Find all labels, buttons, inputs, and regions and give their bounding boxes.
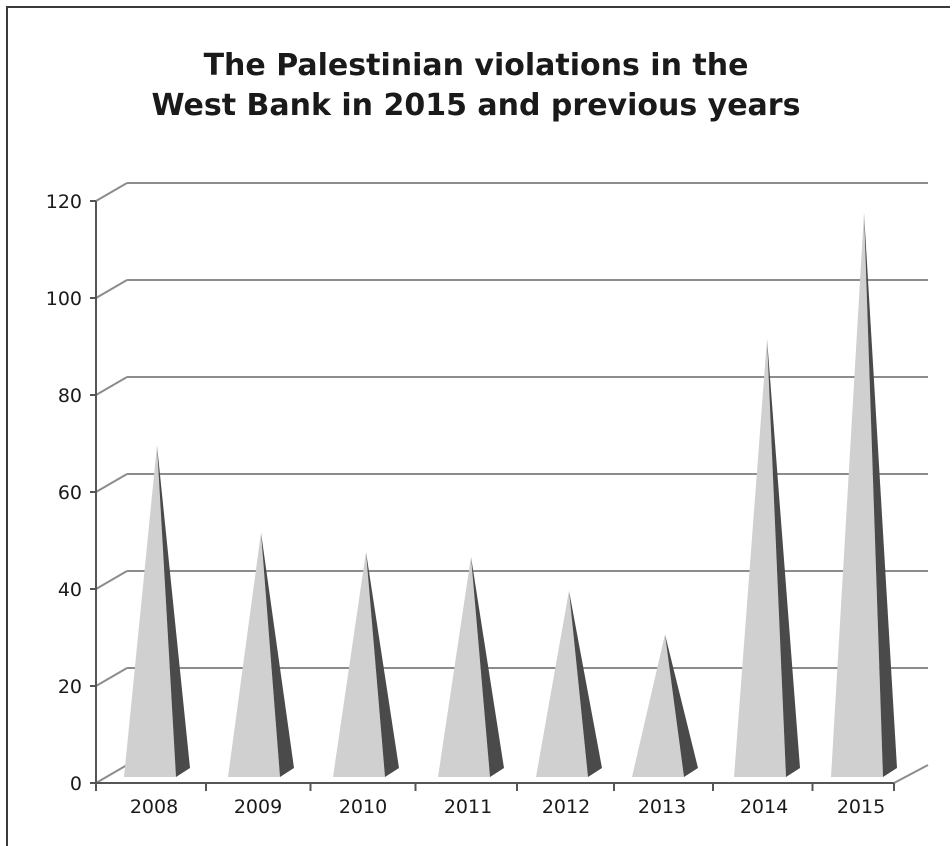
- bar-layer: [124, 212, 897, 777]
- bar-front-face: [831, 212, 883, 777]
- bar-side-face: [471, 556, 504, 777]
- y-tick-label: 120: [46, 191, 82, 213]
- bar-2011: [438, 556, 504, 777]
- bar-front-face: [536, 590, 588, 777]
- y-tick-label: 20: [58, 676, 82, 698]
- bar-2014: [734, 338, 800, 777]
- bar-2010: [333, 551, 399, 777]
- bar-front-face: [228, 532, 280, 777]
- bar-front-face: [632, 634, 684, 777]
- y-tick-label: 100: [46, 288, 82, 310]
- axis-layer: [90, 200, 929, 791]
- bar-front-face: [734, 338, 786, 777]
- bar-2008: [124, 445, 190, 777]
- bar-front-face: [124, 445, 176, 777]
- bar-side-face: [366, 551, 399, 777]
- bar-side-face: [665, 634, 698, 777]
- grid-connector: [95, 667, 128, 687]
- x-tick-label: 2013: [638, 796, 686, 818]
- chart-title: The Palestinian violations in the West B…: [0, 46, 952, 126]
- y-tick-label: 80: [58, 385, 82, 407]
- grid-connector: [95, 473, 128, 493]
- x-tick-label: 2015: [837, 796, 885, 818]
- bar-2015: [831, 212, 897, 777]
- bar-side-face: [157, 445, 190, 777]
- x-tick-label: 2012: [542, 796, 590, 818]
- chart-title-line-2: West Bank in 2015 and previous years: [151, 88, 801, 123]
- x-tick-label: 2014: [740, 796, 788, 818]
- grid-connector: [95, 570, 128, 590]
- y-tick-label: 40: [58, 579, 82, 601]
- bar-2009: [228, 532, 294, 777]
- x-tick-label: 2010: [339, 796, 387, 818]
- label-layer: 0 20 40 60 80 100 120 2008 2009 2010 2011 2012 2013 2…: [46, 191, 885, 818]
- bar-front-face: [438, 556, 490, 777]
- bar-2012: [536, 590, 602, 777]
- bar-side-face: [767, 338, 800, 777]
- x-tick-label: 2008: [130, 796, 178, 818]
- bar-front-face: [333, 551, 385, 777]
- x-tick-label: 2011: [444, 796, 492, 818]
- grid-connector: [95, 182, 128, 202]
- bar-side-face: [864, 212, 897, 777]
- grid-connector: [95, 764, 128, 784]
- chart-frame: [6, 6, 950, 846]
- grid-layer: [95, 182, 928, 784]
- bar-side-face: [569, 590, 602, 777]
- x-tick-label: 2009: [234, 796, 282, 818]
- bar-2013: [632, 634, 698, 777]
- y-tick-label: 0: [70, 773, 82, 795]
- chart-title-line-1: The Palestinian violations in the: [203, 48, 749, 83]
- bar-side-face: [261, 532, 294, 777]
- grid-connector: [95, 376, 128, 396]
- floor-right-edge: [893, 764, 929, 784]
- grid-connector: [95, 279, 128, 299]
- y-tick-label: 60: [58, 482, 82, 504]
